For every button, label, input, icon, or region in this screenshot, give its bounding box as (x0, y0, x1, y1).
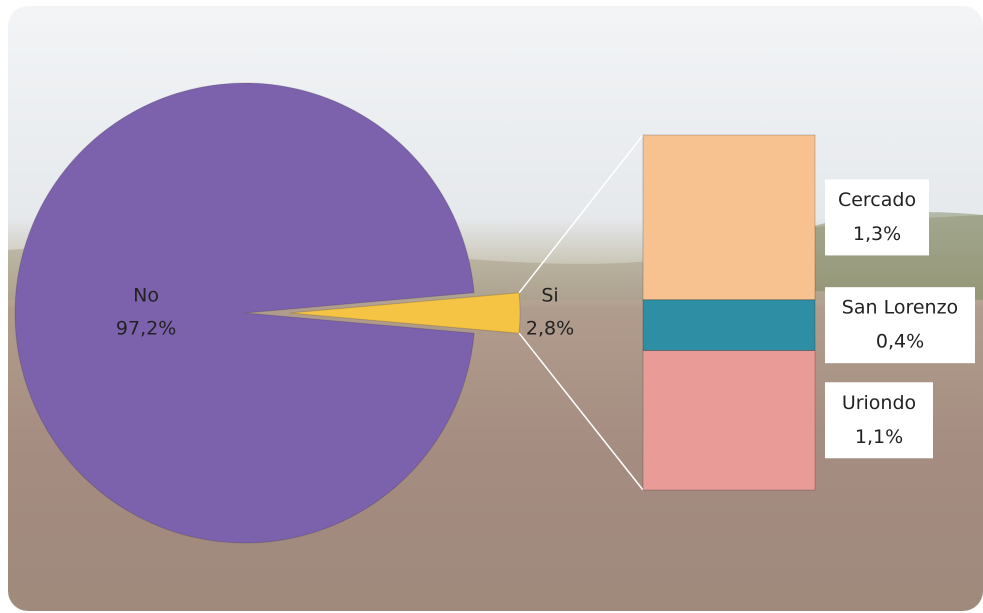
breakdown-bar (642, 134, 816, 301)
slice-value-label: 2,8% (526, 318, 574, 340)
breakdown-value-label: 1,3% (853, 223, 901, 245)
breakdown-label: Uriondo (842, 392, 916, 414)
connector-line (518, 332, 644, 491)
breakdown-label: San Lorenzo (842, 297, 958, 319)
pie-slice (289, 292, 521, 334)
label-box (825, 179, 929, 256)
slice-label: No (133, 285, 159, 307)
label-box (825, 287, 975, 364)
breakdown-label: Cercado (838, 189, 916, 211)
connector-line (518, 134, 644, 294)
breakdown-value-label: 1,1% (855, 426, 903, 448)
breakdown-value-label: 0,4% (876, 331, 924, 353)
slice-label: Si (541, 285, 558, 307)
plot: Si 2,8% No 97,2% Cercado 1,3% San Lorenzo 0,4% U… (14, 82, 975, 544)
label-box (825, 382, 933, 459)
breakdown-bar (642, 299, 816, 352)
breakdown-bar (642, 350, 816, 491)
slice-value-label: 97,2% (116, 318, 176, 340)
pie-slice (14, 82, 475, 544)
